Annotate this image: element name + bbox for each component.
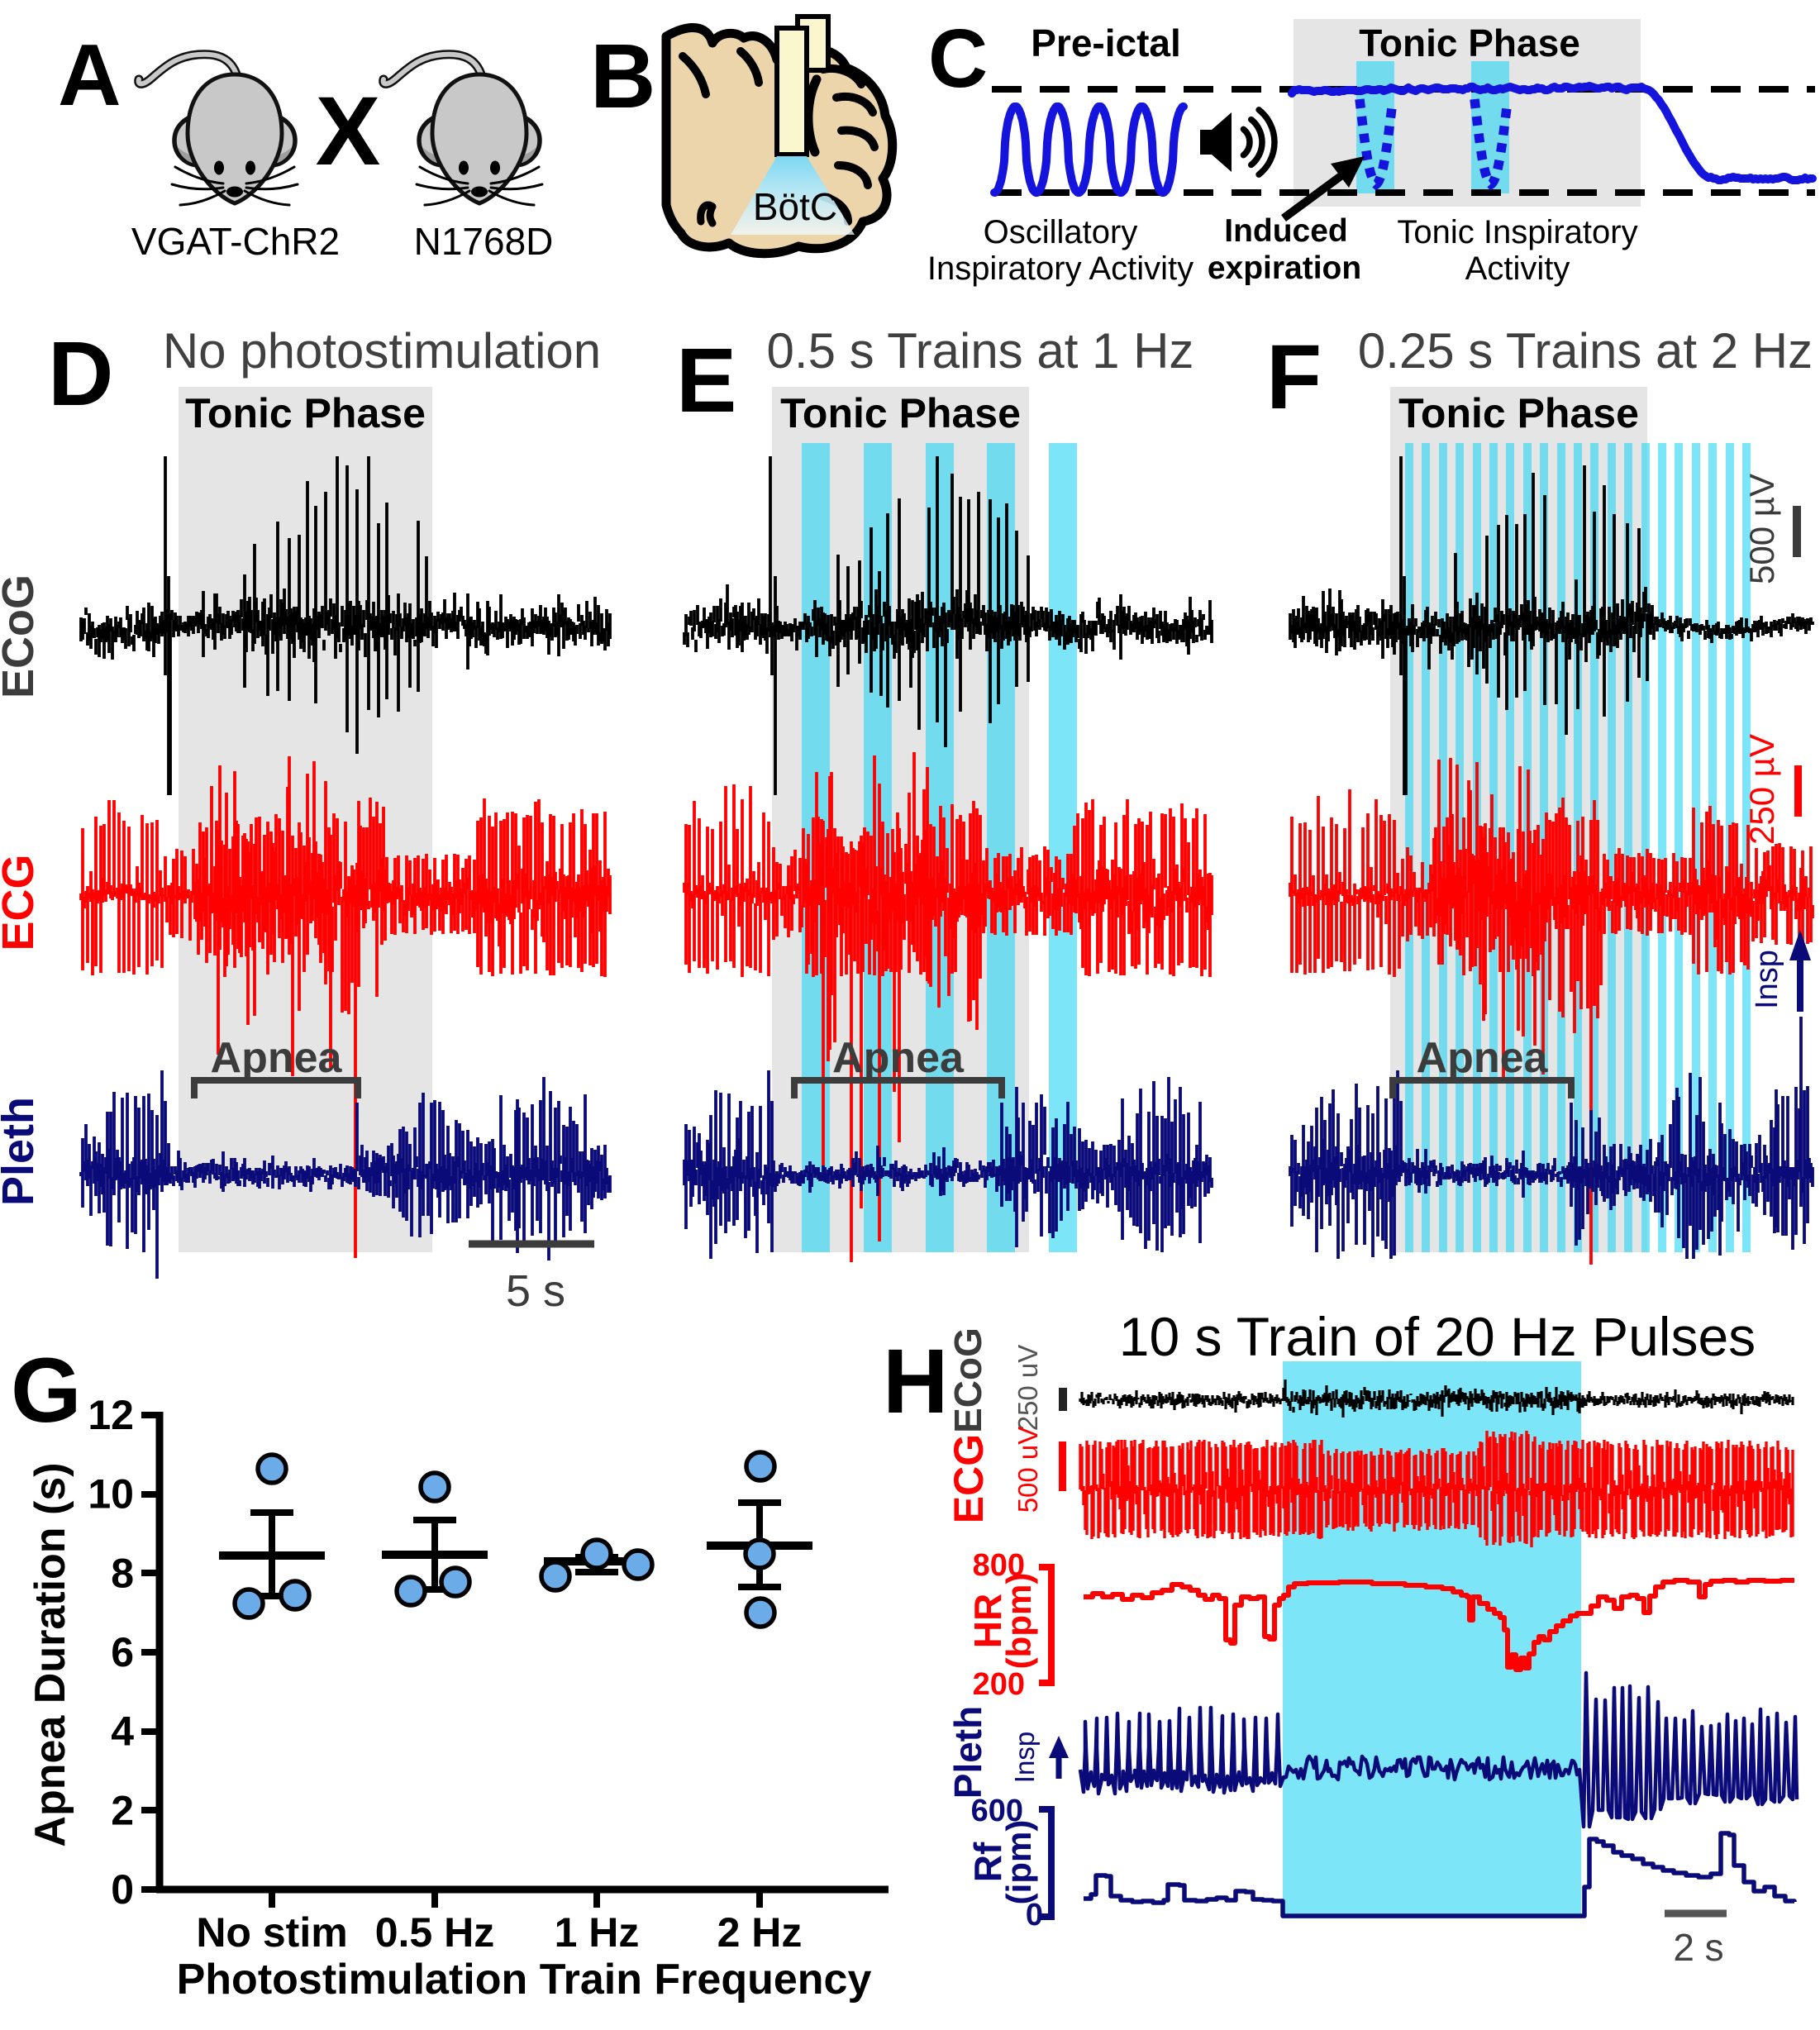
svg-text:800: 800 [973, 1548, 1025, 1583]
svg-text:E: E [676, 330, 736, 431]
svg-text:Oscillatory: Oscillatory [984, 214, 1138, 250]
svg-text:F: F [1266, 326, 1322, 428]
svg-text:12: 12 [88, 1392, 134, 1438]
svg-text:B: B [590, 26, 655, 127]
svg-text:Tonic Phase: Tonic Phase [1398, 390, 1639, 436]
svg-text:HR: HR [966, 1594, 1009, 1648]
svg-text:4: 4 [111, 1708, 134, 1755]
svg-text:Insp: Insp [1009, 1732, 1040, 1783]
svg-text:Apnea: Apnea [832, 1034, 965, 1082]
svg-text:No photostimulation: No photostimulation [163, 323, 601, 379]
svg-text:C: C [928, 12, 988, 105]
svg-text:600: 600 [971, 1794, 1023, 1828]
svg-text:VGAT-ChR2: VGAT-ChR2 [131, 220, 340, 263]
svg-text:Tonic Phase: Tonic Phase [1359, 21, 1580, 64]
svg-text:N1768D: N1768D [414, 220, 554, 263]
svg-text:0: 0 [111, 1866, 134, 1913]
svg-text:H: H [883, 1331, 948, 1432]
svg-text:Tonic Phase: Tonic Phase [185, 390, 426, 436]
svg-text:250 µV: 250 µV [1742, 734, 1781, 845]
svg-text:BötC: BötC [753, 185, 837, 228]
svg-text:5 s: 5 s [506, 1266, 565, 1316]
svg-text:G: G [11, 1340, 82, 1441]
svg-text:2: 2 [111, 1787, 134, 1833]
svg-text:1 Hz: 1 Hz [555, 1909, 640, 1956]
svg-text:No stim: No stim [196, 1909, 347, 1956]
svg-text:Photostimulation Train Frequen: Photostimulation Train Frequency [177, 1956, 872, 2004]
svg-text:X: X [316, 77, 381, 186]
svg-text:ECG: ECG [946, 1434, 992, 1523]
svg-text:2 s: 2 s [1673, 1926, 1723, 1969]
svg-text:ECoG: ECoG [946, 1327, 989, 1433]
svg-text:250 uV: 250 uV [1012, 1345, 1043, 1432]
svg-text:(bpm): (bpm) [999, 1573, 1038, 1670]
svg-text:0: 0 [1026, 1898, 1043, 1932]
svg-text:8: 8 [111, 1550, 134, 1596]
svg-text:Pre-ictal: Pre-ictal [1031, 21, 1181, 64]
svg-text:Apnea: Apnea [211, 1034, 343, 1082]
svg-text:D: D [48, 323, 113, 425]
svg-text:Rf: Rf [966, 1842, 1009, 1882]
svg-text:500 uV: 500 uV [1012, 1427, 1043, 1513]
svg-text:6: 6 [111, 1629, 134, 1675]
svg-text:Induced: Induced [1224, 213, 1348, 249]
svg-text:ECoG: ECoG [0, 574, 43, 698]
svg-text:ECG: ECG [0, 854, 43, 951]
svg-text:Activity: Activity [1465, 250, 1570, 287]
svg-text:Apnea Duration (s): Apnea Duration (s) [26, 1462, 74, 1847]
svg-text:Insp: Insp [1750, 950, 1784, 1009]
svg-text:0.25 s Trains at 2 Hz: 0.25 s Trains at 2 Hz [1358, 323, 1813, 379]
svg-text:expiration: expiration [1208, 250, 1361, 286]
svg-text:0.5 s Trains at 1 Hz: 0.5 s Trains at 1 Hz [767, 323, 1194, 379]
svg-text:Pleth: Pleth [946, 1706, 989, 1799]
svg-text:2 Hz: 2 Hz [717, 1909, 803, 1956]
svg-text:200: 200 [973, 1667, 1025, 1702]
svg-text:Apnea: Apnea [1417, 1034, 1549, 1082]
svg-text:(ipm): (ipm) [999, 1820, 1038, 1905]
svg-text:A: A [58, 26, 121, 124]
svg-text:Tonic Inspiratory: Tonic Inspiratory [1397, 214, 1637, 250]
svg-text:0.5 Hz: 0.5 Hz [375, 1909, 495, 1956]
svg-text:10: 10 [88, 1471, 134, 1518]
svg-text:Pleth: Pleth [0, 1097, 43, 1206]
svg-text:500 µV: 500 µV [1742, 474, 1781, 584]
svg-text:Inspiratory Activity: Inspiratory Activity [927, 250, 1193, 287]
svg-text:10 s Train of 20 Hz Pulses: 10 s Train of 20 Hz Pulses [1119, 1306, 1756, 1367]
svg-text:Tonic Phase: Tonic Phase [780, 390, 1021, 436]
